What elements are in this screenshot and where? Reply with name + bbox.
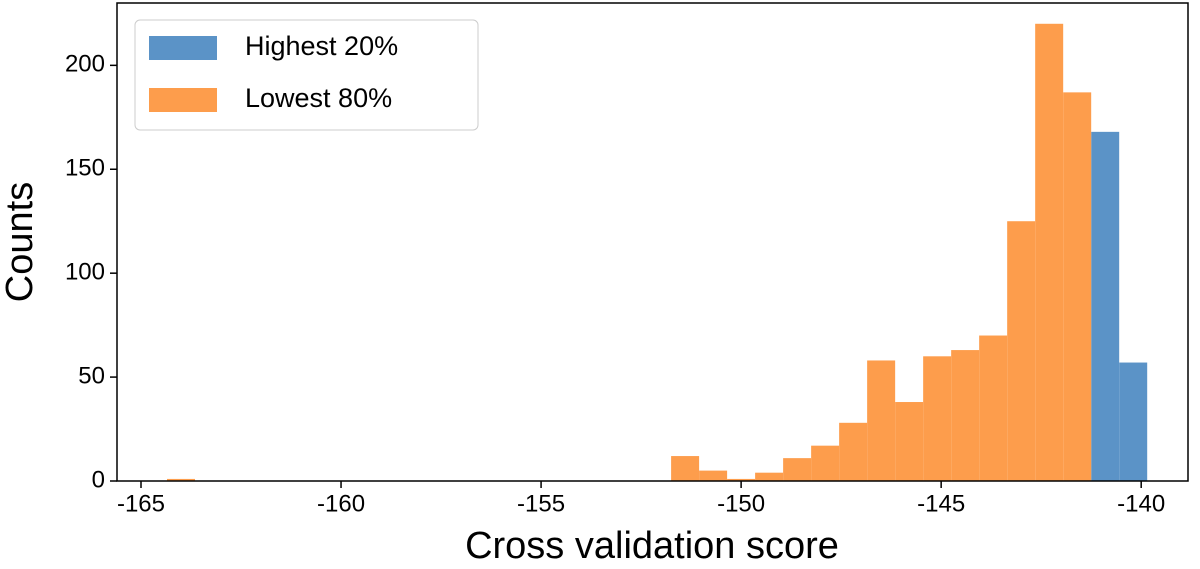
bar [1091, 131, 1120, 481]
bar [867, 360, 896, 481]
x-tick-label: -140 [1117, 490, 1165, 517]
y-tick-label: 50 [78, 362, 105, 389]
bar [1007, 221, 1036, 481]
bar [727, 478, 756, 481]
legend-swatch [149, 36, 217, 60]
bar [783, 458, 812, 481]
bar [811, 445, 840, 481]
bar [167, 478, 196, 481]
x-tick-label: -155 [517, 490, 565, 517]
bar [979, 335, 1008, 481]
legend-text: Lowest 80% [245, 83, 392, 113]
y-tick-label: 100 [65, 259, 105, 286]
bar [1035, 23, 1064, 482]
x-tick-label: -165 [117, 490, 165, 517]
bar [923, 356, 952, 481]
y-tick-label: 150 [65, 155, 105, 182]
x-tick-label: -160 [317, 490, 365, 517]
bar [1119, 362, 1148, 481]
bar [699, 470, 728, 481]
bar [671, 456, 700, 481]
y-axis-label: Counts [0, 182, 41, 302]
y-tick-label: 200 [65, 51, 105, 78]
x-tick-label: -150 [717, 490, 765, 517]
x-axis-label: Cross validation score [465, 525, 839, 567]
bar [839, 422, 868, 481]
bar [1063, 92, 1092, 481]
legend-box [134, 19, 479, 131]
y-tick-label: 0 [92, 466, 105, 493]
x-tick-label: -145 [917, 490, 965, 517]
legend-swatch [149, 88, 217, 112]
bar [895, 402, 924, 481]
bar [951, 350, 980, 481]
legend-text: Highest 20% [245, 31, 398, 61]
plot-frame [116, 2, 1189, 482]
bar [755, 472, 784, 481]
